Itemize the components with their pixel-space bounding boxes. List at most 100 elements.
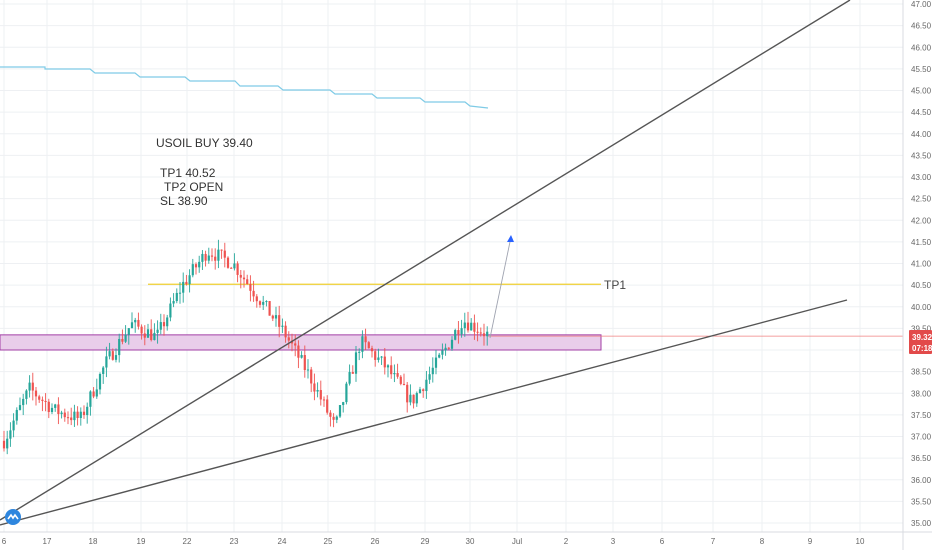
down-candle xyxy=(210,255,214,257)
down-candle xyxy=(332,416,335,420)
up-candle xyxy=(300,355,303,358)
x-tick-label: 22 xyxy=(183,537,192,546)
y-tick-label: 46.50 xyxy=(911,22,932,31)
up-candle xyxy=(118,338,121,356)
down-candle xyxy=(34,390,38,397)
annotation-entry: USOIL BUY 39.40 xyxy=(156,136,253,150)
down-candle xyxy=(226,257,230,268)
up-candle xyxy=(454,330,457,340)
up-candle xyxy=(386,365,390,368)
down-candle xyxy=(252,290,255,297)
down-candle xyxy=(194,264,198,268)
down-candle xyxy=(422,389,425,392)
down-candle xyxy=(268,301,271,316)
down-candle xyxy=(162,322,166,327)
up-candle xyxy=(182,281,185,293)
down-candle xyxy=(406,384,409,403)
moving-average-line xyxy=(0,66,489,109)
down-candle xyxy=(479,332,482,334)
y-tick-label: 35.50 xyxy=(911,497,932,506)
up-candle xyxy=(191,264,194,276)
down-candle xyxy=(38,396,41,400)
up-candle xyxy=(50,407,54,413)
up-candle xyxy=(178,292,182,294)
up-candle xyxy=(217,249,220,261)
up-candle xyxy=(86,406,89,416)
y-tick-label: 40.00 xyxy=(911,303,932,312)
up-candle xyxy=(463,322,466,329)
up-candle xyxy=(130,322,134,329)
annotation-sl: SL 38.90 xyxy=(160,194,208,208)
up-candle xyxy=(9,430,12,439)
down-candle xyxy=(246,279,249,284)
down-candle xyxy=(374,351,377,360)
down-candle xyxy=(82,411,86,416)
projection-arrow xyxy=(489,236,512,339)
x-tick-label: 19 xyxy=(137,537,146,546)
candles xyxy=(2,239,489,455)
down-candle xyxy=(223,250,226,258)
up-candle xyxy=(354,352,358,374)
projection-arrow-head xyxy=(507,235,514,242)
bar-countdown: 07:18 xyxy=(912,344,932,353)
y-tick-label: 45.00 xyxy=(911,87,932,96)
x-tick-label: 17 xyxy=(43,537,52,546)
up-candle xyxy=(102,367,105,374)
up-candle xyxy=(28,382,31,391)
up-candle xyxy=(207,255,210,261)
up-candle xyxy=(60,412,63,415)
y-tick-label: 37.50 xyxy=(911,411,932,420)
down-candle xyxy=(322,399,326,401)
up-candle xyxy=(358,351,361,353)
down-candle xyxy=(137,319,140,327)
up-candle xyxy=(159,322,162,330)
up-candle xyxy=(316,390,319,392)
up-candle xyxy=(444,347,447,351)
up-candle xyxy=(450,339,454,349)
down-candle xyxy=(239,274,242,278)
up-candle xyxy=(54,404,57,408)
y-tick-label: 42.00 xyxy=(911,216,932,225)
up-candle xyxy=(105,356,108,368)
x-tick-label: 18 xyxy=(89,537,98,546)
up-candle xyxy=(470,322,473,331)
up-candle xyxy=(22,398,25,406)
up-candle xyxy=(79,411,82,418)
down-candle xyxy=(57,404,60,415)
down-candle xyxy=(242,277,246,280)
down-candle xyxy=(367,342,370,349)
up-candle xyxy=(127,328,130,335)
y-tick-label: 47.00 xyxy=(911,0,932,9)
down-candle xyxy=(412,394,415,404)
up-candle xyxy=(18,405,22,410)
up-candle xyxy=(428,374,431,380)
up-candle xyxy=(265,301,268,303)
up-candle xyxy=(377,357,380,360)
up-candle xyxy=(434,357,438,368)
up-candle xyxy=(338,405,342,417)
down-candle xyxy=(287,337,290,341)
down-candle xyxy=(319,390,322,400)
up-candle xyxy=(172,301,175,304)
up-candle xyxy=(415,393,418,404)
down-candle xyxy=(399,376,402,384)
up-candle xyxy=(345,383,348,403)
up-candle xyxy=(441,350,444,355)
down-candle xyxy=(2,440,6,449)
y-tick-label: 42.50 xyxy=(911,195,932,204)
down-candle xyxy=(255,296,258,302)
down-candle xyxy=(351,372,354,374)
down-candle xyxy=(111,351,114,360)
down-candle xyxy=(271,315,274,319)
up-candle xyxy=(108,351,111,357)
tradingview-logo-icon[interactable] xyxy=(5,509,21,525)
up-candle xyxy=(393,373,396,375)
up-candle xyxy=(306,369,310,371)
up-candle xyxy=(201,253,204,262)
up-candle xyxy=(198,261,201,268)
